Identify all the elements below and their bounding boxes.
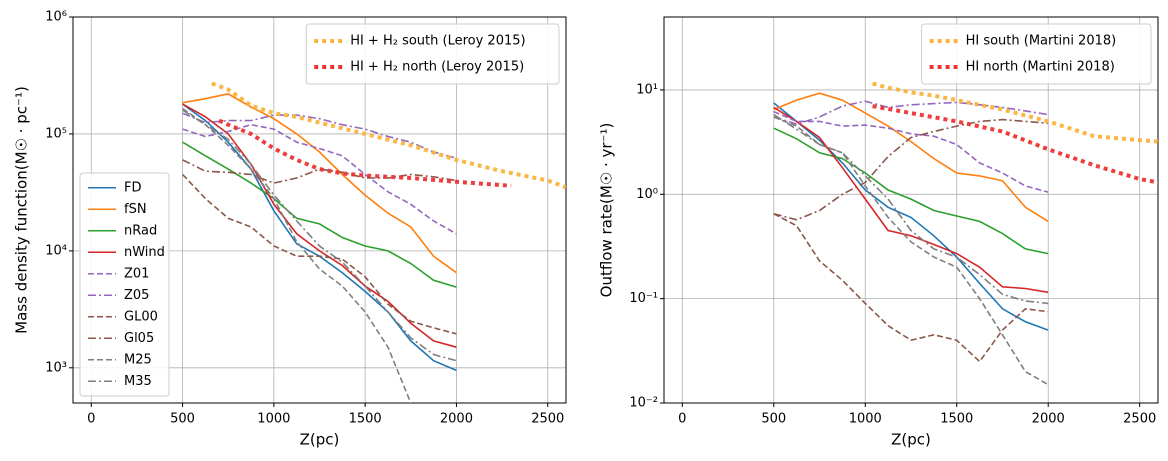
legend-label: nWind (124, 245, 165, 260)
y-axis-label: Mass density function(M☉ · pc⁻¹) (13, 86, 31, 334)
legend-label: Z05 (124, 288, 149, 303)
legend: HI + H₂ south (Leroy 2015) HI + H₂ north … (305, 23, 560, 85)
legend-label: M25 (124, 352, 152, 367)
y-tick-label: 10¹ (636, 82, 658, 97)
x-axis-label: Z(pc) (300, 431, 340, 449)
legend-label: HI + H₂ north (Leroy 2015) (350, 60, 524, 75)
series-line (773, 213, 1049, 363)
x-tick-label: 2000 (1032, 412, 1065, 427)
series-line (218, 118, 512, 188)
x-tick-label: 500 (170, 412, 195, 427)
legend: FD fSN nRad nWind Z01 Z05 GL00 Gl05 M25 M35 (79, 172, 170, 397)
legend-label: Z01 (124, 266, 149, 281)
series-line (182, 141, 457, 288)
series-line (773, 102, 1049, 331)
legend: HI south (Martini 2018) HI north (Martini… (921, 23, 1152, 85)
x-tick-label: 0 (87, 412, 95, 427)
series-line (182, 112, 457, 159)
y-tick-label: 10⁴ (45, 243, 67, 258)
y-axis-label: Outflow rate(M☉ · yr⁻¹) (598, 123, 616, 298)
x-tick-label: 0 (678, 412, 686, 427)
series-line (773, 106, 1049, 294)
series-line (773, 118, 1049, 221)
series-line (773, 110, 1049, 193)
series-group (773, 81, 1158, 386)
y-tick-label: 10³ (45, 360, 67, 375)
series-line (182, 173, 457, 335)
legend-label: HI north (Martini 2018) (966, 60, 1115, 75)
legend-box (921, 23, 1152, 85)
x-tick-label: 1000 (849, 412, 882, 427)
axes-frame (663, 16, 1159, 404)
axes-frame (72, 16, 567, 404)
legend-box (79, 172, 170, 397)
series-line (773, 113, 1049, 305)
series-line (182, 103, 457, 372)
legend-label: GL00 (124, 309, 158, 324)
legend-label: HI south (Martini 2018) (966, 34, 1117, 49)
y-tick-label: 10⁶ (45, 10, 67, 25)
series-line (182, 123, 457, 235)
x-tick-label: 2000 (440, 412, 473, 427)
legend-label: Gl05 (124, 331, 154, 346)
y-tick-label: 10⁵ (45, 126, 67, 141)
series-line (182, 109, 457, 362)
series-line (773, 127, 1049, 255)
x-tick-label: 500 (761, 412, 786, 427)
series-line (182, 93, 457, 274)
x-tick-label: 1500 (349, 412, 382, 427)
series-line (773, 92, 1049, 223)
x-axis-label: Z(pc) (891, 431, 931, 449)
series-line (211, 81, 566, 190)
x-tick-label: 1500 (940, 412, 973, 427)
y-tick-label: 10⁻² (629, 396, 658, 411)
series-line (182, 159, 457, 184)
x-tick-label: 2500 (1123, 412, 1156, 427)
y-tick-label: 10⁰ (636, 187, 658, 202)
x-tick-label: 2500 (531, 412, 564, 427)
legend-label: M35 (124, 374, 152, 389)
legend-label: nRad (124, 223, 157, 238)
y-tick-label: 10⁻¹ (629, 291, 658, 306)
series-group (182, 81, 566, 403)
series-line (773, 100, 1049, 126)
series-line (182, 107, 412, 403)
legend-label: HI + H₂ south (Leroy 2015) (350, 34, 525, 49)
legend-label: FD (124, 180, 142, 195)
series-line (182, 103, 457, 348)
legend-box (305, 23, 560, 85)
series-line (872, 81, 1158, 144)
x-tick-label: 1000 (257, 412, 290, 427)
series-line (773, 116, 1049, 386)
legend-label: fSN (124, 202, 147, 217)
